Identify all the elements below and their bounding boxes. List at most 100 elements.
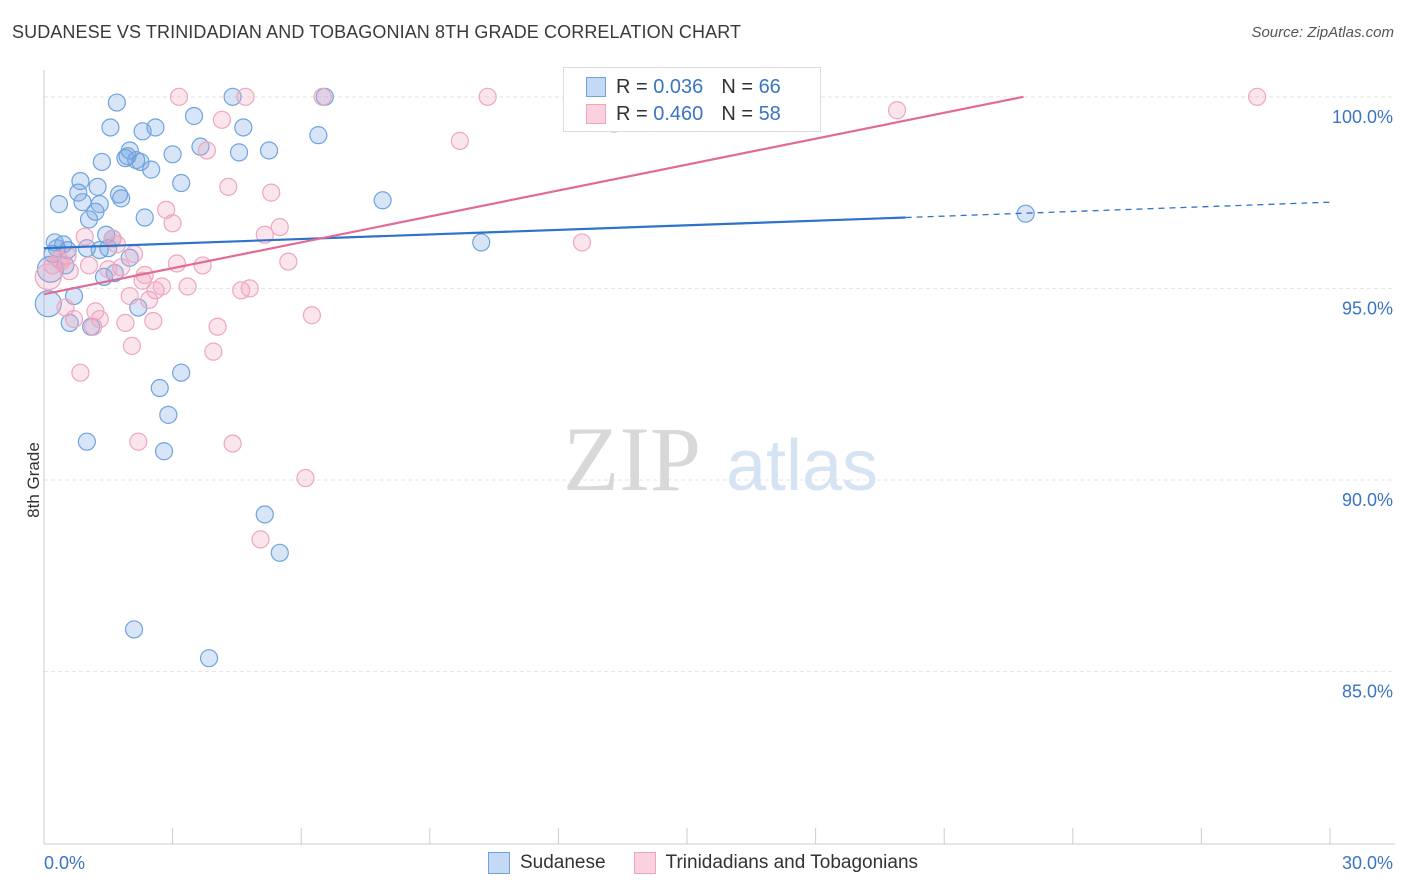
legend-r-label: R = <box>616 75 648 98</box>
x-tick-label: 0.0% <box>44 853 85 873</box>
trinidadian-point <box>197 141 216 160</box>
sudanese-point <box>107 93 126 112</box>
trinidadian-point <box>90 309 109 329</box>
watermark-atlas: atlas <box>726 426 878 506</box>
sudanese-point <box>259 141 279 160</box>
y-tick-label: 100.0% <box>1332 107 1393 127</box>
legend-swatch-blue <box>487 852 510 874</box>
sudanese-point <box>373 191 392 210</box>
trinidadian-point <box>122 336 141 355</box>
sudanese-point <box>270 543 289 562</box>
sudanese-point <box>77 432 96 451</box>
sudanese-point <box>472 233 491 252</box>
sudanese-point <box>234 118 253 137</box>
data-points <box>34 87 1267 668</box>
trend-lines <box>43 95 1331 296</box>
trinidadian-point <box>112 258 131 277</box>
legend-swatch-blue <box>586 77 606 97</box>
trinidadian-point <box>279 252 298 271</box>
trinidadian-point <box>71 363 90 382</box>
trinidadian-point <box>129 432 148 451</box>
source-label: Source: ZipAtlas.com <box>1251 24 1394 41</box>
sudanese-point <box>124 620 144 639</box>
trinidadian-point <box>236 87 255 106</box>
trinidadian-point <box>204 342 223 361</box>
legend-item-sudanese[interactable]: Sudanese <box>487 852 606 874</box>
watermark-zip: ZIP <box>563 408 701 510</box>
sudanese-trend-extension <box>905 201 1331 219</box>
trinidadian-point <box>116 313 135 332</box>
gridlines <box>44 96 1395 673</box>
trinidadian-point <box>212 110 231 129</box>
tick-labels: 85.0% 90.0% 95.0% 100.0% 0.0% 30.0% <box>44 107 1393 873</box>
trinidadian-point <box>79 256 99 275</box>
sudanese-point <box>146 118 165 137</box>
trinidadian-point <box>450 131 469 150</box>
sudanese-point <box>229 143 249 162</box>
sudanese-point <box>199 649 219 668</box>
sudanese-point <box>309 126 328 145</box>
trinidadian-point <box>60 262 79 281</box>
sudanese-point <box>223 87 242 106</box>
sudanese-point <box>255 505 274 524</box>
trinidadian-point <box>296 468 315 488</box>
sudanese-point <box>159 405 178 424</box>
sudanese-point <box>90 195 109 214</box>
trinidadian-point <box>75 227 94 246</box>
legend-swatch-pink <box>586 104 606 124</box>
trinidadian-point <box>58 246 77 265</box>
legend-swatch-pink <box>633 852 656 874</box>
legend-label-sudanese: Sudanese <box>519 852 606 873</box>
legend-n-label: N = <box>721 102 753 125</box>
chart-title: SUDANESE VS TRINIDADIAN AND TOBAGONIAN 8… <box>12 22 742 42</box>
sudanese-point <box>154 442 174 461</box>
legend-row-trinidadian: R = 0.460 N = 58 <box>586 101 781 127</box>
sudanese-point <box>142 160 161 179</box>
series-legend: Sudanese Trinidadians and Tobagonians <box>0 852 1406 874</box>
trinidadian-point <box>478 87 497 106</box>
trinidadian-point <box>178 277 197 296</box>
trinidadian-point <box>302 306 322 325</box>
trinidadian-point <box>144 311 163 331</box>
sudanese-point <box>92 152 111 172</box>
legend-r-label: R = <box>616 102 648 125</box>
y-tick-label: 90.0% <box>1342 490 1393 510</box>
legend-label-trinidadian: Trinidadians and Tobagonians <box>665 852 919 873</box>
legend-row-sudanese: R = 0.036 N = 66 <box>586 74 781 100</box>
trinidadian-point <box>313 87 332 106</box>
trinidadian-point <box>169 87 189 106</box>
trinidadian-point <box>152 277 171 296</box>
sudanese-point <box>71 172 90 191</box>
trinidadian-point <box>887 101 907 120</box>
trinidadian-point <box>223 434 242 453</box>
sudanese-point <box>172 363 191 382</box>
sudanese-point <box>99 239 118 258</box>
legend-n-label: N = <box>721 75 753 98</box>
trinidadian-point <box>64 309 84 329</box>
trinidadian-point <box>1248 87 1267 106</box>
x-tick-label: 30.0% <box>1342 853 1393 873</box>
legend-item-trinidadian[interactable]: Trinidadians and Tobagonians <box>633 852 919 874</box>
trinidadian-point <box>124 244 144 264</box>
trinidadian-point <box>163 214 182 233</box>
trinidadian-point <box>270 217 289 237</box>
sudanese-point <box>34 290 62 318</box>
sudanese-point <box>101 118 120 137</box>
trinidadian-point <box>240 279 259 298</box>
legend-r-value: 0.460 <box>653 102 704 125</box>
sudanese-point <box>184 106 204 126</box>
sudanese-point <box>135 208 154 227</box>
trinidadian-point <box>193 256 212 275</box>
sudanese-point <box>69 183 88 202</box>
trinidadian-point <box>139 290 159 310</box>
sudanese-point <box>88 177 107 196</box>
trinidadian-point <box>120 286 139 306</box>
trinidadian-point <box>219 177 238 196</box>
axes <box>43 70 1395 845</box>
sudanese-point <box>172 173 191 193</box>
trinidadian-trend-line <box>43 95 1024 296</box>
sudanese-point <box>120 141 139 160</box>
trinidadian-point <box>572 233 592 252</box>
legend-n-value: 58 <box>758 102 781 125</box>
trinidadian-point <box>262 183 281 202</box>
